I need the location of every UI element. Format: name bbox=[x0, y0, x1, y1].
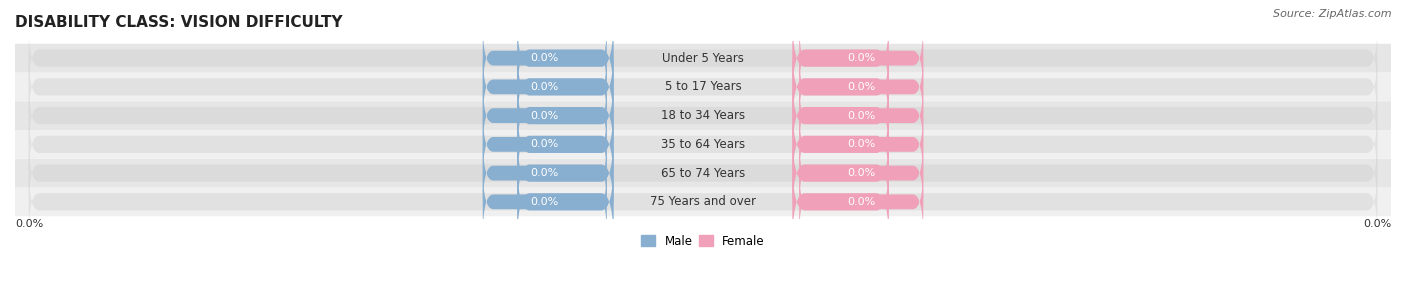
FancyBboxPatch shape bbox=[799, 80, 924, 151]
FancyBboxPatch shape bbox=[799, 109, 924, 180]
FancyBboxPatch shape bbox=[15, 101, 1391, 130]
FancyBboxPatch shape bbox=[793, 130, 889, 216]
FancyBboxPatch shape bbox=[28, 24, 1378, 93]
FancyBboxPatch shape bbox=[28, 110, 1378, 179]
FancyBboxPatch shape bbox=[482, 109, 607, 180]
FancyBboxPatch shape bbox=[517, 159, 613, 245]
FancyBboxPatch shape bbox=[482, 80, 607, 151]
Text: 0.0%: 0.0% bbox=[530, 197, 560, 207]
Text: 65 to 74 Years: 65 to 74 Years bbox=[661, 167, 745, 180]
Text: 75 Years and over: 75 Years and over bbox=[650, 195, 756, 208]
FancyBboxPatch shape bbox=[15, 159, 1391, 188]
Text: 0.0%: 0.0% bbox=[530, 168, 560, 178]
FancyBboxPatch shape bbox=[28, 52, 1378, 121]
Text: 0.0%: 0.0% bbox=[846, 139, 876, 149]
FancyBboxPatch shape bbox=[517, 15, 613, 101]
FancyBboxPatch shape bbox=[793, 101, 889, 188]
FancyBboxPatch shape bbox=[793, 73, 889, 159]
Text: 0.0%: 0.0% bbox=[846, 168, 876, 178]
FancyBboxPatch shape bbox=[799, 137, 924, 209]
FancyBboxPatch shape bbox=[517, 130, 613, 216]
FancyBboxPatch shape bbox=[15, 130, 1391, 159]
FancyBboxPatch shape bbox=[15, 44, 1391, 73]
Text: 0.0%: 0.0% bbox=[530, 139, 560, 149]
FancyBboxPatch shape bbox=[482, 22, 607, 94]
Text: 0.0%: 0.0% bbox=[846, 82, 876, 92]
FancyBboxPatch shape bbox=[799, 51, 924, 123]
Text: 35 to 64 Years: 35 to 64 Years bbox=[661, 138, 745, 151]
Text: 5 to 17 Years: 5 to 17 Years bbox=[665, 80, 741, 93]
Text: Under 5 Years: Under 5 Years bbox=[662, 52, 744, 65]
FancyBboxPatch shape bbox=[15, 73, 1391, 101]
FancyBboxPatch shape bbox=[799, 22, 924, 94]
Text: 0.0%: 0.0% bbox=[530, 53, 560, 63]
Text: 0.0%: 0.0% bbox=[846, 53, 876, 63]
FancyBboxPatch shape bbox=[15, 188, 1391, 216]
Text: 0.0%: 0.0% bbox=[530, 111, 560, 121]
FancyBboxPatch shape bbox=[517, 44, 613, 130]
FancyBboxPatch shape bbox=[793, 44, 889, 130]
FancyBboxPatch shape bbox=[28, 167, 1378, 236]
Text: 0.0%: 0.0% bbox=[15, 219, 44, 229]
FancyBboxPatch shape bbox=[482, 166, 607, 238]
FancyBboxPatch shape bbox=[482, 51, 607, 123]
FancyBboxPatch shape bbox=[793, 159, 889, 245]
Text: 0.0%: 0.0% bbox=[846, 197, 876, 207]
Text: 0.0%: 0.0% bbox=[1362, 219, 1391, 229]
Text: 0.0%: 0.0% bbox=[846, 111, 876, 121]
Legend: Male, Female: Male, Female bbox=[637, 230, 769, 252]
FancyBboxPatch shape bbox=[799, 166, 924, 238]
FancyBboxPatch shape bbox=[517, 73, 613, 159]
Text: 0.0%: 0.0% bbox=[530, 82, 560, 92]
Text: DISABILITY CLASS: VISION DIFFICULTY: DISABILITY CLASS: VISION DIFFICULTY bbox=[15, 15, 343, 30]
Text: 18 to 34 Years: 18 to 34 Years bbox=[661, 109, 745, 122]
Text: Source: ZipAtlas.com: Source: ZipAtlas.com bbox=[1274, 9, 1392, 19]
FancyBboxPatch shape bbox=[482, 137, 607, 209]
FancyBboxPatch shape bbox=[793, 15, 889, 101]
FancyBboxPatch shape bbox=[517, 101, 613, 188]
FancyBboxPatch shape bbox=[28, 81, 1378, 150]
FancyBboxPatch shape bbox=[28, 139, 1378, 208]
